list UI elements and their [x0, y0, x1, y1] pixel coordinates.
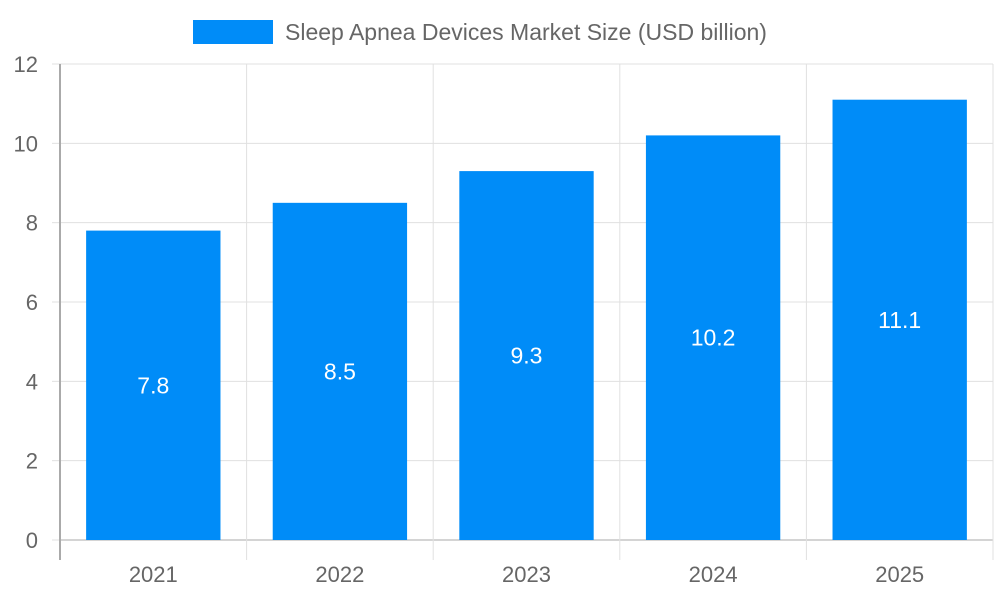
- legend-label: Sleep Apnea Devices Market Size (USD bil…: [285, 19, 767, 45]
- bar-2022: [272, 202, 408, 541]
- data-label: 11.1: [878, 307, 921, 333]
- y-tick-label: 4: [26, 369, 38, 394]
- y-tick-label: 0: [26, 528, 38, 553]
- bar-2024: [645, 135, 781, 540]
- bar-2023: [459, 171, 594, 540]
- data-label: 9.3: [511, 343, 543, 369]
- data-label: 8.5: [324, 358, 356, 384]
- labels: 7.8 2021 8.5 2022 9.3 2023 10.2 2024 11.1 2025: [129, 307, 924, 587]
- x-tick-label: 2024: [689, 562, 738, 587]
- data-label: 10.2: [691, 325, 736, 351]
- bar-2025: [832, 99, 967, 540]
- bar-2021: [86, 230, 221, 540]
- x-tick-label: 2023: [502, 562, 551, 587]
- y-tick-label: 12: [14, 52, 38, 77]
- y-tick-label: 6: [26, 290, 38, 315]
- y-tick-label: 2: [26, 449, 38, 474]
- x-tick-label: 2022: [315, 562, 364, 587]
- legend-swatch: [193, 20, 273, 44]
- x-tick-label: 2021: [129, 562, 178, 587]
- legend[interactable]: Sleep Apnea Devices Market Size (USD bil…: [193, 19, 767, 45]
- y-tick-label: 8: [26, 211, 38, 236]
- bars: [86, 99, 967, 541]
- y-tick-label: 10: [14, 131, 38, 156]
- data-label: 7.8: [137, 372, 169, 398]
- x-tick-label: 2025: [875, 562, 924, 587]
